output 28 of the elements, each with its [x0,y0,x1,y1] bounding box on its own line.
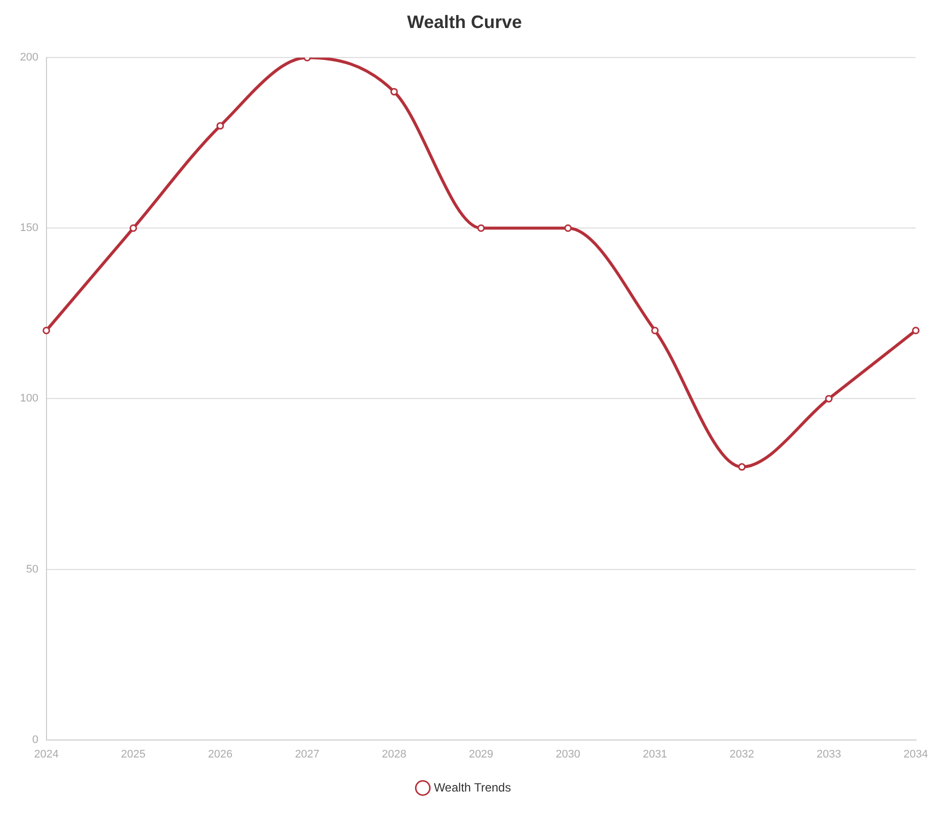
point [738,463,746,471]
x-tick-label: 2027 [294,748,320,760]
y-tick-label: 0 [32,734,38,746]
point [825,394,833,402]
x-tick-label: 2033 [816,748,842,760]
x-tick-label: 2028 [382,748,406,760]
point [390,88,398,96]
chart-title: Wealth Curve [407,12,522,32]
point [912,326,920,334]
point [477,224,485,232]
point [42,326,50,334]
x-tick-label: 2026 [208,748,232,760]
point [651,326,659,334]
x-tick-label: 2024 [34,748,59,760]
x-tick-label: 2031 [642,748,668,760]
point [216,122,224,130]
y-tick-label: 200 [20,52,38,64]
x-tick-label: 2034 [904,748,928,760]
point [130,224,138,232]
y-tick-label: 100 [20,392,38,405]
x-tick-label: 2025 [121,748,146,760]
x-tick-label: 2030 [556,748,580,760]
y-tick-label: 150 [20,222,38,234]
x-tick-label: 2032 [730,748,754,760]
point [564,224,572,232]
y-tick-label: 50 [26,563,38,576]
x-tick-label: 2029 [468,748,494,760]
legend-label: Wealth Trends [434,780,511,794]
